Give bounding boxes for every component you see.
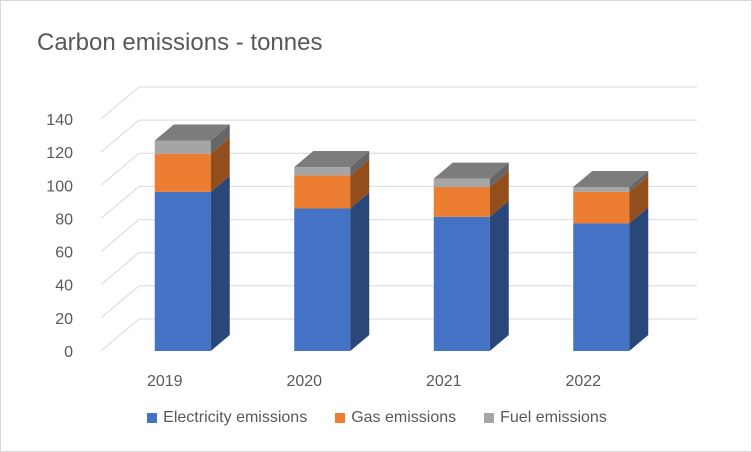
gridline-diagonal [100, 252, 140, 286]
y-tick-label: 20 [55, 311, 73, 328]
x-tick-label: 2020 [286, 373, 322, 390]
bar-side-2021-electricity-emissions [489, 200, 509, 351]
chart-title: Carbon emissions - tonnes [37, 29, 323, 56]
bar-top-2019 [154, 124, 230, 141]
x-tick-label: 2019 [147, 373, 183, 390]
bar-top-2020 [294, 151, 370, 168]
bar-side-2022-gas-emissions [629, 175, 649, 224]
legend-swatch [147, 413, 158, 423]
y-tick-label: 0 [64, 344, 73, 361]
bar-top-2021 [433, 162, 509, 179]
bar-2019-fuel-emissions [154, 140, 211, 154]
bar-2020-gas-emissions [294, 175, 351, 209]
bar-2022-fuel-emissions [573, 186, 630, 192]
y-tick-label: 80 [55, 211, 73, 228]
bar-2019-electricity-emissions [154, 191, 211, 351]
gridline-diagonal [100, 86, 140, 120]
gridline-diagonal [100, 152, 140, 186]
chart-plot-area: 0 20 40 60 80 100 120 140 2019 2020 2021 2022 [46, 86, 697, 390]
bar-side-2019-electricity-emissions [210, 175, 230, 351]
legend-swatch [484, 413, 495, 423]
bar-side-2022-electricity-emissions [629, 207, 649, 351]
bar-2020-electricity-emissions [294, 208, 351, 351]
bar-side-2021-gas-emissions [489, 170, 509, 217]
bar-side-2019-fuel-emissions [210, 124, 230, 154]
gridline-diagonal [100, 119, 140, 153]
gridline-diagonal [100, 285, 140, 319]
bar-2022-gas-emissions [573, 191, 630, 224]
y-tick-label: 40 [55, 278, 73, 295]
y-tick-label: 120 [46, 145, 73, 162]
chart-legend: Electricity emissions Gas emissions Fuel e… [1, 409, 752, 427]
gridline-diagonal [100, 219, 140, 252]
bar-side-2020-fuel-emissions [350, 151, 370, 176]
legend-item: Fuel emissions [484, 409, 607, 427]
legend-label: Gas emissions [351, 409, 457, 426]
bar-2021-electricity-emissions [433, 216, 490, 351]
y-tick-label: 100 [46, 178, 73, 195]
bar-2019-gas-emissions [154, 153, 211, 192]
x-tick-label: 2022 [565, 373, 601, 390]
bar-top-2022 [573, 170, 649, 187]
bar-2022-electricity-emissions [573, 223, 630, 351]
legend-label: Electricity emissions [163, 409, 308, 426]
legend-item: Electricity emissions [147, 409, 307, 427]
y-tick-label: 140 [46, 112, 73, 129]
bar-2021-fuel-emissions [433, 178, 490, 187]
gridline-diagonal [100, 318, 140, 352]
legend-swatch [335, 413, 346, 423]
bar-side-2021-fuel-emissions [489, 162, 509, 187]
bar-side-2019-gas-emissions [210, 137, 230, 192]
bar-side-2020-gas-emissions [350, 159, 370, 209]
gridline-diagonal [100, 186, 140, 219]
bar-2020-fuel-emissions [294, 167, 351, 176]
legend-label: Fuel emissions [500, 409, 607, 426]
bar-2021-gas-emissions [433, 186, 490, 217]
bar-side-2020-electricity-emissions [350, 192, 370, 351]
bar-side-2022-fuel-emissions [629, 170, 649, 192]
legend-item: Gas emissions [335, 409, 456, 427]
y-tick-label: 60 [55, 245, 73, 262]
x-tick-label: 2021 [426, 373, 462, 390]
